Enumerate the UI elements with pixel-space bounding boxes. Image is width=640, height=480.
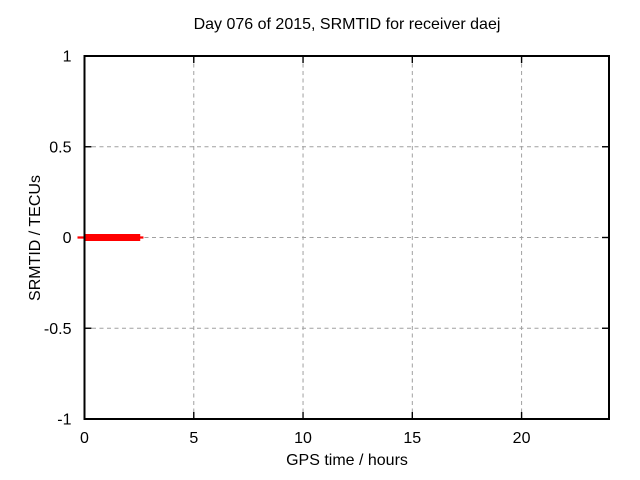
x-tick-label-15: 15	[403, 430, 421, 447]
y-tick-label-1: 1	[63, 49, 72, 66]
plot-border	[83, 55, 610, 420]
y-tick-label--1: -1	[57, 412, 71, 429]
x-tick-label-5: 5	[189, 430, 198, 447]
x-axis-label: GPS time / hours	[286, 452, 408, 469]
x-tick-label-10: 10	[294, 430, 312, 447]
y-tick-label--0.5: -0.5	[44, 321, 72, 338]
chart-title: Day 076 of 2015, SRMTID for receiver dae…	[193, 16, 501, 33]
y-tick-label-0: 0	[63, 230, 72, 247]
x-tick-label-20: 20	[513, 430, 531, 447]
y-tick-label-0.5: 0.5	[49, 139, 71, 156]
x-tick-label-0: 0	[80, 430, 89, 447]
